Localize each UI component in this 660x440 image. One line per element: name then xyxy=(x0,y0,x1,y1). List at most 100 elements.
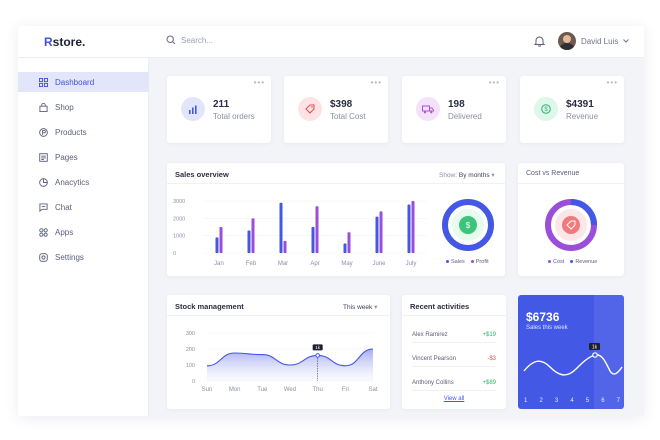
sidebar-item-products[interactable]: Products xyxy=(18,122,149,142)
sidebar-item-shop[interactable]: Shop xyxy=(18,97,149,117)
sidebar-item-label: Pages xyxy=(55,152,78,162)
day-label: 5 xyxy=(585,398,590,404)
stat-value: 211 xyxy=(213,99,230,110)
legend-cost: Cost xyxy=(548,259,564,265)
bar-sales[interactable] xyxy=(279,202,283,253)
more-icon[interactable]: ••• xyxy=(253,78,265,87)
more-icon[interactable]: ••• xyxy=(370,78,382,87)
list-item[interactable]: Vincent Pearson -$3 xyxy=(412,351,496,367)
cost-revenue-legend: Cost Revenue xyxy=(548,259,597,265)
y-tick-label: 3000 xyxy=(173,199,185,205)
bar-profit[interactable] xyxy=(283,240,287,253)
sidebar-item-pages[interactable]: Pages xyxy=(18,147,149,167)
sales-overview-title: Sales overview xyxy=(175,170,229,179)
marker-tooltip-label: 1k xyxy=(315,345,321,350)
stock-line-chart: 0 100 200 300 1k Sun Mon Tue Wed Thu Fri Sat xyxy=(186,331,378,393)
user-menu[interactable]: David Luis xyxy=(558,32,630,50)
sidebar-item-label: Products xyxy=(55,127,87,137)
chevron-down-icon xyxy=(623,39,630,43)
cost-revenue-donut xyxy=(545,199,597,251)
stock-period-select[interactable]: This week ▾ xyxy=(343,303,377,311)
stat-label: Total Cost xyxy=(330,112,366,121)
list-item[interactable]: Alex Ramirez +$19 xyxy=(412,327,496,343)
y-tick-label: 300 xyxy=(186,331,195,337)
chevron-down-icon: ▾ xyxy=(491,172,495,179)
bar-sales[interactable] xyxy=(343,243,347,253)
bar-sales[interactable] xyxy=(215,237,219,253)
view-all-link[interactable]: View all xyxy=(443,396,465,402)
stock-title: Stock management xyxy=(175,302,244,311)
x-tick-label: Sun xyxy=(202,387,213,393)
activity-amount: +$89 xyxy=(482,379,496,386)
bar-profit[interactable] xyxy=(347,232,351,253)
sidebar-item-dashboard[interactable]: Dashboard xyxy=(18,72,149,92)
sidebar-item-settings[interactable]: Settings xyxy=(18,247,149,267)
svg-text:$: $ xyxy=(466,221,471,230)
bar-sales[interactable] xyxy=(311,227,315,253)
bar-profit[interactable] xyxy=(219,227,223,253)
bar-profit[interactable] xyxy=(379,211,383,253)
stat-value: $4391 xyxy=(566,99,594,110)
sidebar-item-label: Anacytics xyxy=(55,177,90,187)
more-icon[interactable]: ••• xyxy=(606,78,618,87)
legend-label: Cost xyxy=(553,259,565,265)
pages-icon xyxy=(39,152,48,162)
activity-amount: -$3 xyxy=(487,355,496,362)
brand-logo[interactable]: Rstore. xyxy=(44,35,85,49)
legend-revenue: Revenue xyxy=(570,259,597,265)
brand-initial: R xyxy=(44,35,53,49)
marker-tooltip xyxy=(312,344,323,351)
period-value: This week xyxy=(343,304,373,311)
sales-week-sparkline: 1k xyxy=(523,343,623,376)
activity-amount: +$19 xyxy=(482,331,496,338)
sidebar-item-apps[interactable]: Apps xyxy=(18,222,149,242)
sidebar: Dashboard Shop Products Pages Anacytics … xyxy=(18,58,149,416)
stat-value: $398 xyxy=(330,99,353,110)
bar-profit[interactable] xyxy=(315,206,319,253)
stat-value: 198 xyxy=(448,99,465,110)
sidebar-item-chat[interactable]: Chat xyxy=(18,197,149,217)
sales-week-label: Sales this week xyxy=(526,325,568,331)
more-icon[interactable]: ••• xyxy=(488,78,500,87)
x-tick-label: Mar xyxy=(278,261,288,267)
y-tick-label: 1000 xyxy=(173,234,185,240)
search-bar[interactable]: Search... xyxy=(166,35,213,45)
stat-label: Total orders xyxy=(213,112,255,121)
user-name: David Luis xyxy=(581,36,619,46)
sales-week-value: $6736 xyxy=(526,310,560,324)
list-item[interactable]: Anthony Collins +$89 xyxy=(412,375,496,391)
legend-profit: Profit xyxy=(470,259,489,265)
bar-profit[interactable] xyxy=(251,218,255,253)
sidebar-item-label: Dashboard xyxy=(55,77,95,87)
bar-sales[interactable] xyxy=(407,204,411,253)
search-input[interactable]: Search... xyxy=(181,35,214,45)
day-label: 3 xyxy=(554,398,559,404)
top-bar: Rstore. Search... David Luis xyxy=(18,26,644,58)
legend-sales: Sales xyxy=(446,259,465,265)
stat-card-orders: ••• 211 Total orders xyxy=(167,76,271,143)
sales-week-days: 1 2 3 4 5 6 7 xyxy=(524,398,620,404)
activity-name: Vincent Pearson xyxy=(412,355,456,362)
search-icon xyxy=(166,35,176,45)
dashboard-frame: Rstore. Search... David Luis Dashboard S… xyxy=(18,26,644,416)
sales-range-select[interactable]: Show: By months ▾ xyxy=(439,171,495,179)
bar-sales[interactable] xyxy=(247,230,251,253)
bell-icon[interactable] xyxy=(534,35,545,47)
legend-label: Revenue xyxy=(575,259,598,265)
shop-icon xyxy=(39,102,48,112)
x-tick-label: Fri xyxy=(342,387,349,393)
bar-sales[interactable] xyxy=(375,216,379,253)
day-label: 6 xyxy=(601,398,605,404)
cost-revenue-card: Cost vs Revenue Cost Revenue xyxy=(518,163,624,276)
x-tick-label: Tue xyxy=(257,387,268,393)
sidebar-item-label: Chat xyxy=(55,202,72,212)
sales-donut: $ xyxy=(442,199,494,251)
bar-profit[interactable] xyxy=(411,201,415,253)
bar-chart-icon xyxy=(181,97,205,121)
sidebar-item-analytics[interactable]: Anacytics xyxy=(18,172,149,192)
stat-card-delivered: ••• 198 Delivered xyxy=(402,76,506,143)
sales-overview-card: Sales overview Show: By months ▾ 0 1000 20… xyxy=(167,163,505,276)
sales-week-card: $6736 Sales this week 1k 1 2 3 4 5 6 7 xyxy=(518,295,624,409)
marker-point[interactable] xyxy=(315,353,320,358)
x-tick-label: Apr xyxy=(310,261,319,267)
